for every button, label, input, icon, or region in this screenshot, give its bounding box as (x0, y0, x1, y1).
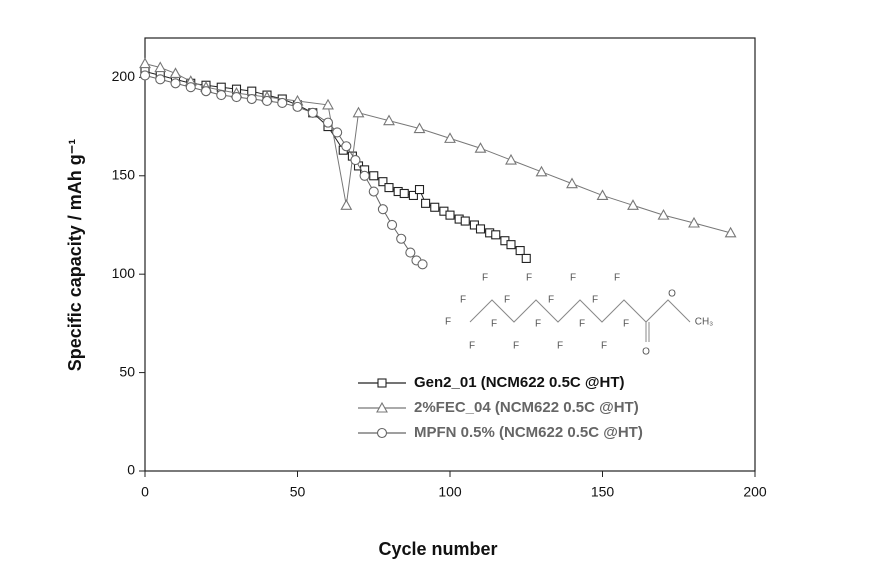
data-point (396, 233, 407, 244)
data-point (377, 204, 388, 215)
data-point (405, 247, 416, 258)
data-point (307, 107, 318, 118)
data-point (445, 210, 455, 220)
data-point (154, 61, 167, 73)
data-point (430, 202, 440, 212)
data-point (535, 165, 548, 177)
data-point (421, 198, 431, 208)
data-point (200, 86, 212, 97)
x-tick-label: 0 (141, 484, 149, 500)
data-point (185, 82, 196, 93)
data-point (408, 190, 418, 201)
molecule-label: F (526, 273, 532, 284)
y-tick-label: 100 (112, 265, 136, 281)
y-tick-label: 150 (112, 166, 136, 182)
data-point (460, 216, 470, 226)
data-point (368, 186, 379, 197)
y-tick-label: 50 (119, 363, 135, 379)
data-point (332, 127, 343, 138)
molecule-label: F (601, 341, 607, 352)
data-point (506, 240, 516, 250)
x-tick-label: 100 (438, 484, 462, 500)
data-point (277, 97, 288, 108)
molecule-label: F (557, 341, 563, 352)
data-point (515, 246, 525, 256)
data-point (413, 122, 426, 134)
data-point (170, 78, 181, 89)
legend-marker (377, 378, 387, 388)
data-point (139, 70, 151, 81)
data-point (627, 199, 639, 210)
data-point (566, 177, 578, 189)
data-point (341, 141, 352, 152)
data-point (139, 57, 151, 69)
legend-label: MPFN 0.5% (NCM622 0.5C @HT) (414, 424, 643, 441)
data-point (474, 142, 487, 153)
molecule-label: F (504, 295, 510, 306)
data-point (231, 91, 242, 103)
y-tick-label: 200 (112, 68, 136, 84)
legend-marker (376, 427, 388, 439)
x-axis-label: Cycle number (378, 539, 497, 559)
molecule-label: F (548, 295, 554, 306)
molecule-label: F (570, 273, 576, 284)
data-point (386, 219, 398, 231)
data-point (155, 74, 166, 85)
data-point (475, 224, 486, 234)
legend-label: Gen2_01 (NCM622 0.5C @HT) (414, 374, 625, 391)
molecule-label: F (460, 295, 466, 306)
data-point (246, 93, 257, 105)
molecule-label: F (513, 341, 519, 352)
data-point (322, 98, 334, 110)
data-point (383, 114, 395, 126)
data-point (414, 185, 425, 195)
molecule-bonds (469, 299, 691, 342)
molecule-label: F (623, 319, 629, 330)
molecule-label: O (668, 289, 676, 300)
legend-label: 2%FEC_04 (NCM622 0.5C @HT) (414, 399, 639, 416)
data-point (444, 132, 456, 143)
data-point (261, 95, 273, 107)
data-point (359, 170, 370, 181)
data-point (491, 230, 501, 240)
legend-marker (376, 401, 388, 413)
data-point (169, 67, 182, 78)
data-point (369, 171, 379, 181)
molecule-label: F (482, 273, 488, 284)
data-point (340, 199, 353, 210)
data-point (688, 216, 700, 228)
molecule-label: F (535, 319, 541, 330)
data-point (384, 183, 394, 193)
data-point (724, 226, 737, 238)
data-point (378, 177, 388, 187)
molecule-label: F (469, 341, 475, 352)
y-axis-label: Specific capacity / mAh g⁻¹ (65, 139, 85, 372)
data-point (417, 259, 428, 270)
molecule-label: F (445, 317, 451, 328)
molecule-label: CH₃ (695, 317, 714, 328)
data-point (292, 101, 303, 112)
molecule-label: F (592, 295, 598, 306)
data-point (399, 188, 409, 199)
data-point (352, 106, 365, 118)
data-point (322, 117, 334, 128)
data-point (505, 153, 517, 165)
x-tick-label: 150 (591, 484, 615, 500)
molecule-label: F (491, 319, 497, 330)
x-tick-label: 50 (290, 484, 306, 500)
data-point (657, 209, 670, 220)
data-point (247, 86, 257, 96)
molecule-label: F (579, 319, 585, 330)
series-line (144, 70, 527, 259)
data-point (521, 253, 531, 263)
molecule-label: F (614, 273, 620, 284)
y-tick-label: 0 (127, 462, 135, 478)
x-tick-label: 200 (743, 484, 767, 500)
data-point (216, 90, 227, 101)
data-point (596, 189, 609, 201)
molecule-label: O (642, 347, 650, 358)
data-point (350, 154, 361, 166)
